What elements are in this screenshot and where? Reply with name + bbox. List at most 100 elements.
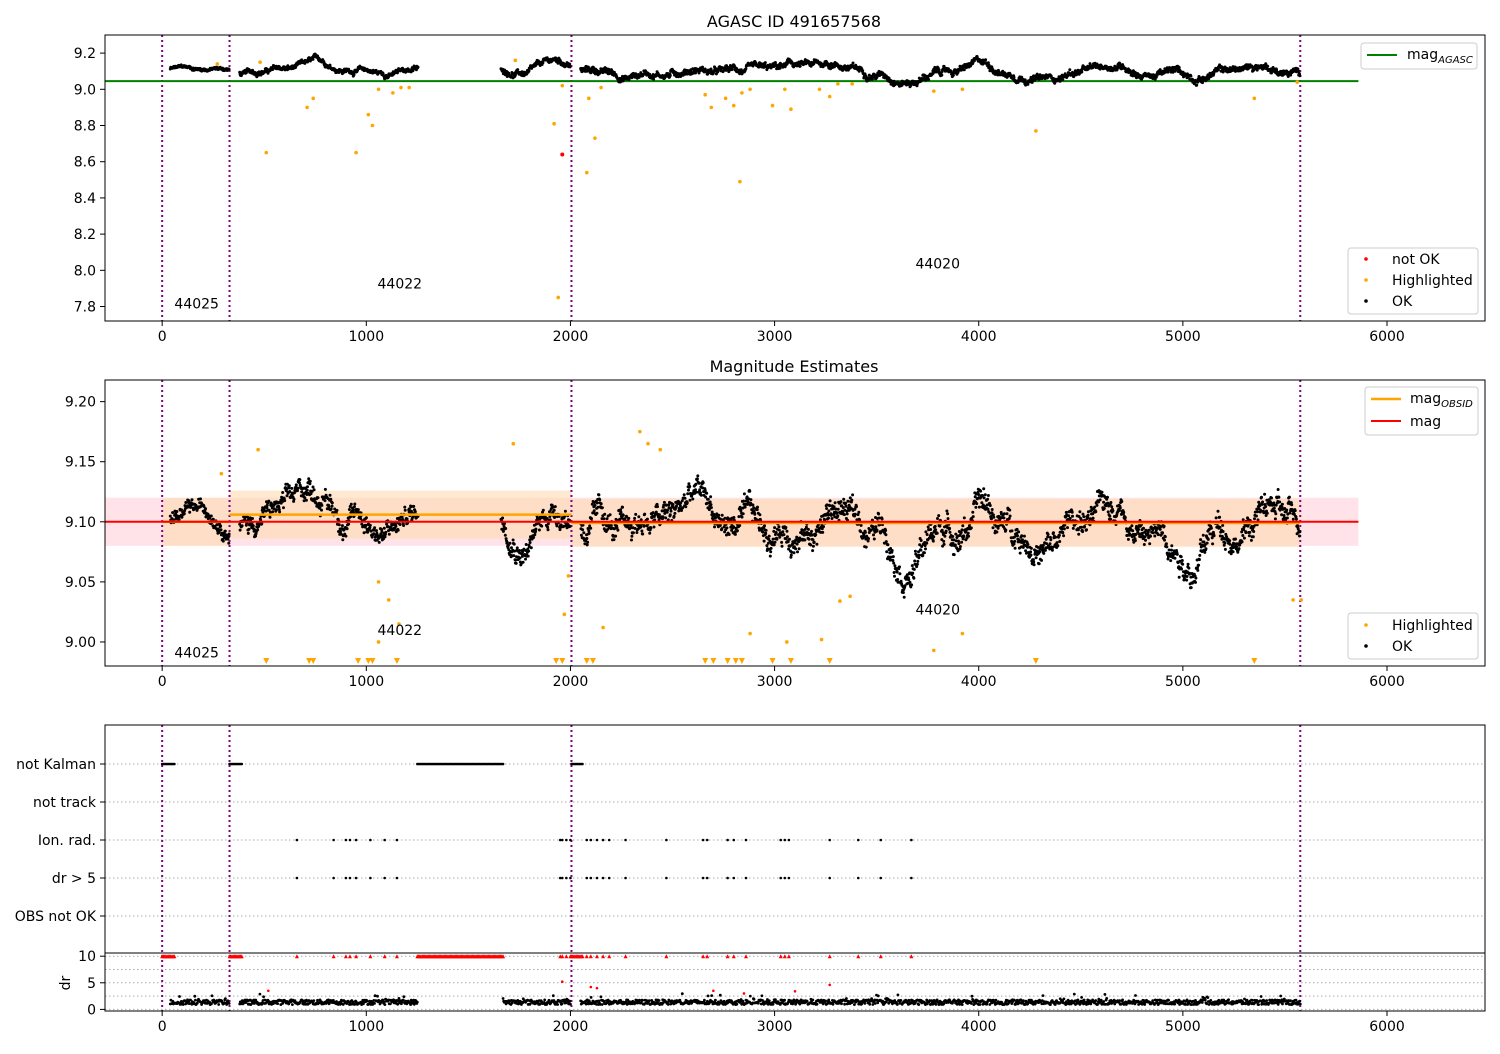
ok-point — [772, 538, 775, 541]
ok-point — [775, 538, 778, 541]
highlighted-point — [710, 106, 714, 110]
ok-point — [269, 516, 272, 519]
ok-point — [910, 583, 913, 586]
ok-point — [384, 531, 387, 534]
highlighted-point — [724, 97, 728, 101]
ok-point — [1049, 542, 1052, 545]
ok-point — [271, 510, 274, 513]
ok-point — [962, 535, 965, 538]
ok-point — [684, 497, 687, 500]
ok-point — [649, 527, 652, 530]
ok-point — [596, 501, 599, 504]
ok-point — [721, 514, 724, 517]
ok-point — [855, 505, 858, 508]
legend-not-ok: not OK — [1392, 252, 1440, 268]
ok-point — [704, 489, 707, 492]
ok-point — [738, 524, 741, 527]
ok-point — [324, 488, 327, 491]
ok-point — [924, 530, 927, 533]
ok-point — [829, 499, 832, 502]
ok-point — [836, 511, 839, 514]
highlighted-point — [783, 88, 787, 92]
ok-point — [555, 524, 558, 527]
ok-point — [896, 578, 899, 581]
ok-point — [707, 498, 710, 501]
ok-point — [846, 512, 849, 515]
ok-point — [601, 506, 604, 509]
highlighted-point — [556, 296, 560, 300]
ok-point — [845, 505, 848, 508]
ok-point — [827, 509, 830, 512]
ytick-label: 9.0 — [74, 82, 96, 98]
ok-point — [630, 539, 633, 542]
ok-point — [347, 523, 350, 526]
legend-mag-agasc-sub: AGASC — [1437, 55, 1473, 66]
ok-point — [860, 524, 863, 527]
ok-point — [893, 575, 896, 578]
ok-point — [329, 494, 332, 497]
ok-point — [967, 535, 970, 538]
ok-point — [530, 546, 533, 549]
ok-point — [1111, 509, 1114, 512]
ok-point — [796, 543, 799, 546]
ok-point — [394, 525, 397, 528]
ok-point — [1087, 514, 1090, 517]
ok-point — [957, 542, 960, 545]
highlighted-point — [514, 59, 518, 63]
ok-point — [803, 539, 806, 542]
ok-point — [1049, 538, 1052, 541]
ok-point — [669, 74, 672, 77]
ok-point — [609, 513, 612, 516]
ok-point — [1106, 496, 1109, 499]
ok-point — [811, 549, 814, 552]
ok-point — [640, 530, 643, 533]
ok-point — [1051, 549, 1054, 552]
ok-point — [312, 486, 315, 489]
ok-point — [683, 493, 686, 496]
highlighted-point — [593, 136, 597, 140]
ok-point — [1047, 533, 1050, 536]
ok-point — [920, 539, 923, 542]
ok-point — [696, 477, 699, 480]
ok-point — [773, 543, 776, 546]
ok-point — [813, 541, 816, 544]
ok-point — [852, 62, 855, 65]
ok-point — [512, 554, 515, 557]
ok-point — [353, 73, 356, 76]
ok-point — [241, 524, 244, 527]
ok-point — [275, 508, 278, 511]
ok-point — [673, 512, 676, 515]
ok-point — [957, 540, 960, 543]
obsid-label: 44025 — [174, 296, 219, 312]
ok-point — [305, 499, 308, 502]
ok-point — [696, 474, 699, 477]
highlighted-point — [215, 62, 219, 66]
ok-point — [320, 504, 323, 507]
ok-point — [911, 564, 914, 567]
ok-point — [637, 515, 640, 518]
ok-point — [877, 513, 880, 516]
ok-point — [1120, 500, 1123, 503]
ok-point — [344, 535, 347, 538]
ok-point — [927, 78, 930, 81]
ok-points — [169, 53, 1302, 89]
ok-point — [1058, 540, 1061, 543]
not-ok-point — [560, 152, 564, 156]
ok-point — [515, 562, 518, 565]
ok-point — [1063, 527, 1066, 530]
ok-point — [945, 510, 948, 513]
panel2-title: Magnitude Estimates — [710, 357, 879, 376]
ok-point — [842, 498, 845, 501]
ok-point — [943, 543, 946, 546]
highlighted-point — [407, 86, 411, 90]
ok-point — [653, 526, 656, 529]
ok-point — [814, 533, 817, 536]
ok-point — [861, 69, 864, 72]
ok-point — [1019, 552, 1022, 555]
highlighted-point — [818, 88, 822, 92]
ok-point — [346, 527, 349, 530]
ok-point — [778, 536, 781, 539]
ok-point — [639, 525, 642, 528]
highlighted-point — [740, 91, 744, 95]
